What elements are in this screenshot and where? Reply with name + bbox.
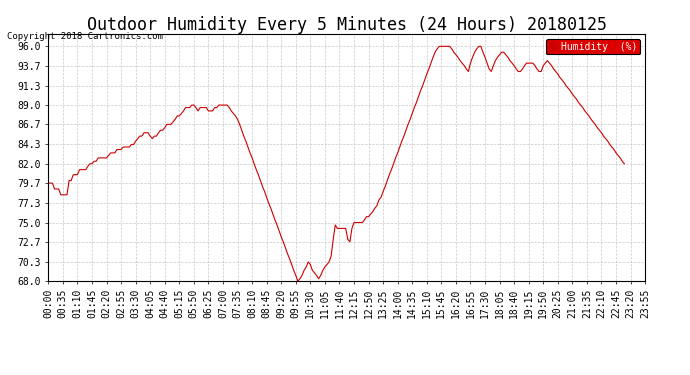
- Legend: Humidity  (%): Humidity (%): [546, 39, 640, 54]
- Text: Copyright 2018 Cartronics.com: Copyright 2018 Cartronics.com: [7, 32, 163, 41]
- Title: Outdoor Humidity Every 5 Minutes (24 Hours) 20180125: Outdoor Humidity Every 5 Minutes (24 Hou…: [87, 16, 607, 34]
